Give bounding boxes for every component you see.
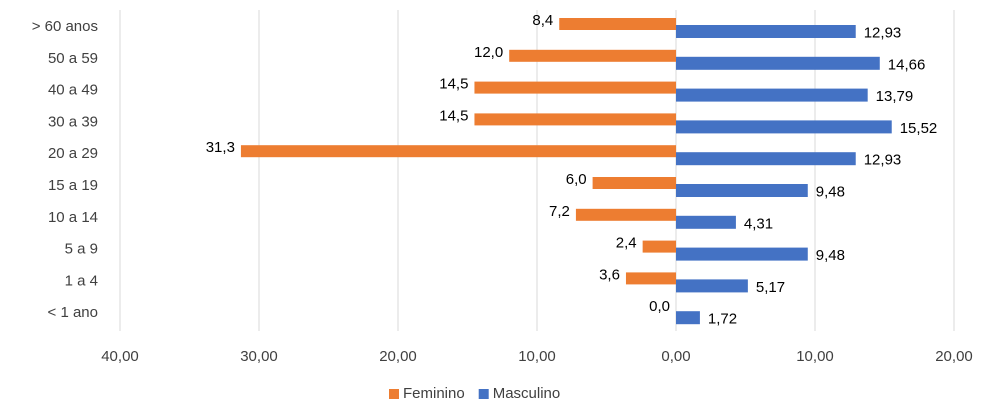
y-tick-label: 5 a 9 <box>65 241 98 258</box>
data-label: 8,4 <box>532 12 553 29</box>
legend-swatch <box>478 389 489 399</box>
bar <box>642 240 676 253</box>
data-label: 1,72 <box>708 311 737 328</box>
y-tick-label: 30 a 39 <box>48 113 98 130</box>
y-tick-label: 50 a 59 <box>48 50 98 67</box>
x-tick-label: 10,00 <box>518 348 556 365</box>
data-label: 9,48 <box>816 247 845 264</box>
bar <box>676 311 700 325</box>
legend-label: Feminino <box>403 385 465 402</box>
bar <box>474 81 676 94</box>
bar <box>676 184 808 197</box>
bar <box>676 56 880 70</box>
data-label: 13,79 <box>876 88 914 105</box>
bar <box>625 272 676 285</box>
bar <box>559 18 676 30</box>
data-label: 6,0 <box>566 171 587 188</box>
bar <box>676 215 736 229</box>
data-label: 12,93 <box>864 152 902 169</box>
y-tick-label: 15 a 19 <box>48 177 98 194</box>
bar <box>676 247 808 261</box>
data-label: 12,93 <box>864 24 902 41</box>
y-tick-label: 10 a 14 <box>48 209 98 226</box>
y-tick-label: < 1 ano <box>48 304 98 321</box>
x-tick-label: 30,00 <box>240 348 278 365</box>
bar <box>676 88 868 102</box>
bar <box>676 25 856 38</box>
bar <box>474 113 676 126</box>
bar <box>592 177 676 189</box>
data-label: 5,17 <box>756 279 785 296</box>
bar <box>676 152 856 166</box>
legend-label: Masculino <box>493 385 561 402</box>
x-tick-label: 20,00 <box>935 348 973 365</box>
data-label: 14,66 <box>888 56 926 73</box>
x-tick-label: 0,00 <box>661 348 690 365</box>
data-label: 4,31 <box>744 215 773 232</box>
y-tick-label: > 60 anos <box>32 18 98 35</box>
data-label: 3,6 <box>599 266 620 283</box>
data-label: 12,0 <box>474 44 503 61</box>
x-tick-label: 40,00 <box>101 348 139 365</box>
bar <box>509 49 676 62</box>
data-label: 15,52 <box>900 120 938 137</box>
bar <box>240 145 676 158</box>
data-label: 0,0 <box>649 298 670 315</box>
y-tick-label: 20 a 29 <box>48 145 98 162</box>
data-label: 14,5 <box>439 76 468 93</box>
x-tick-label: 20,00 <box>379 348 417 365</box>
bar <box>676 279 748 293</box>
y-tick-label: 40 a 49 <box>48 82 98 99</box>
data-label: 7,2 <box>549 203 570 220</box>
bar <box>676 120 892 134</box>
legend-swatch <box>389 389 399 399</box>
data-label: 2,4 <box>616 235 637 252</box>
data-label: 31,3 <box>206 139 235 156</box>
data-label: 9,48 <box>816 183 845 200</box>
y-tick-label: 1 a 4 <box>65 272 98 289</box>
x-tick-label: 10,00 <box>796 348 834 365</box>
bar <box>575 208 676 221</box>
data-label: 14,5 <box>439 107 468 124</box>
